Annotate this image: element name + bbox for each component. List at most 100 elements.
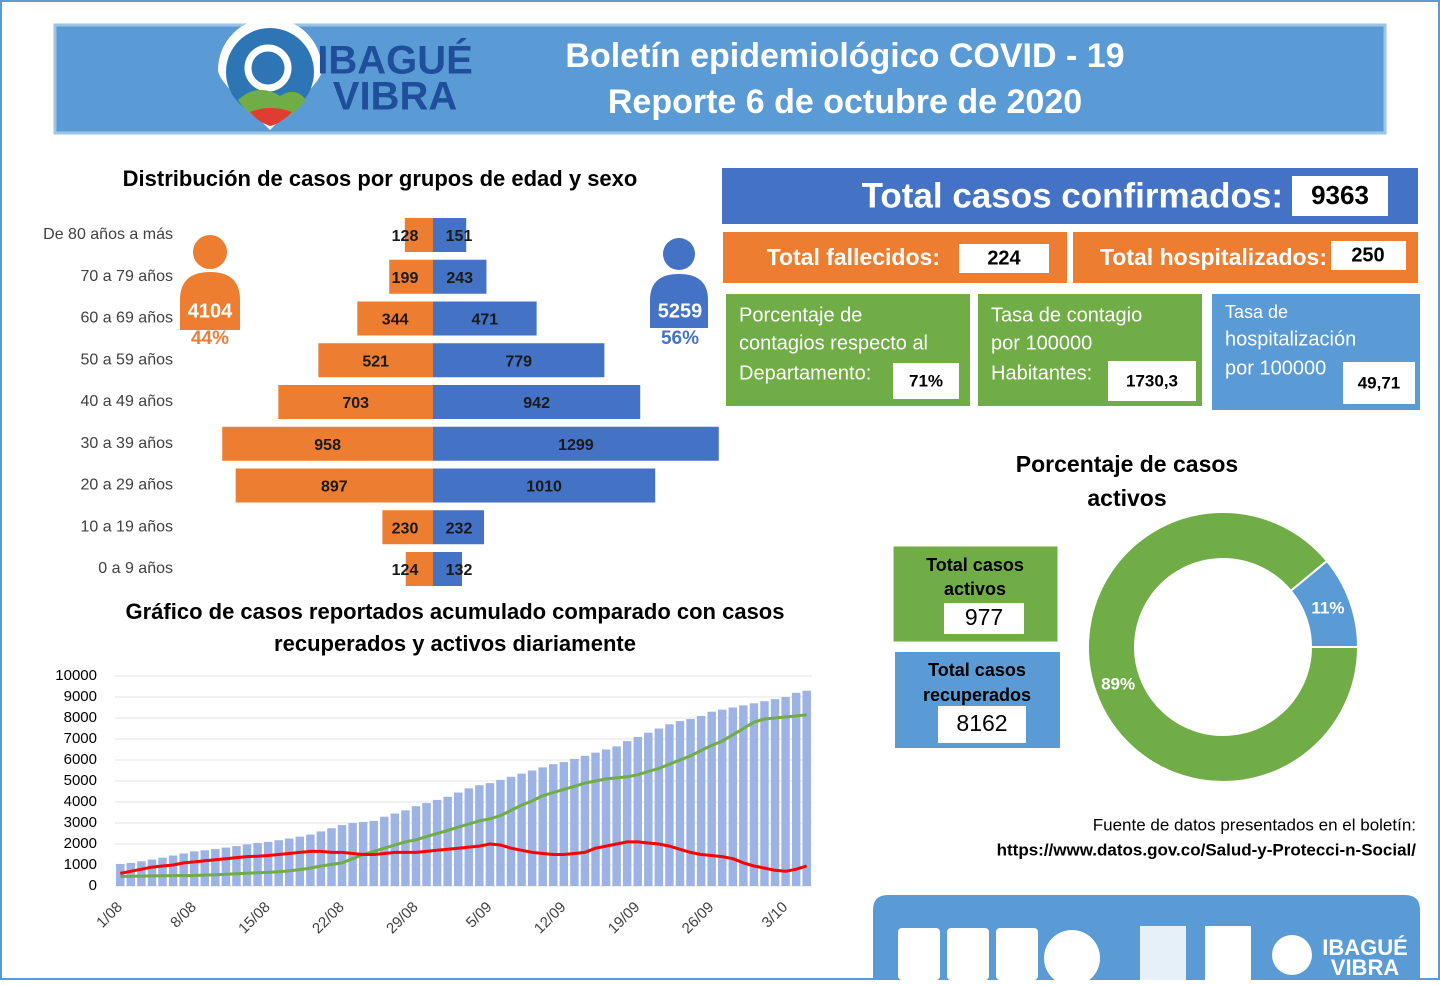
bar <box>147 859 157 886</box>
bar <box>158 857 167 886</box>
value-box <box>1108 361 1196 401</box>
bar-label: 199 <box>392 270 419 287</box>
chart-title: Distribución de casos por grupos de edad… <box>123 166 638 191</box>
value-box <box>959 244 1049 273</box>
bar <box>126 862 136 886</box>
y-tick-label: 8000 <box>64 709 97 726</box>
bar <box>318 343 433 378</box>
bar <box>433 301 537 336</box>
chart-title: activos <box>1087 485 1166 511</box>
chart-title: Porcentaje de casos <box>1016 451 1238 477</box>
header-title: Boletín epidemiológico COVID - 19 <box>565 37 1124 75</box>
data-label: 11% <box>1311 599 1344 618</box>
bar <box>179 853 188 886</box>
data-label: 89% <box>1101 674 1135 693</box>
stat-value: 8162 <box>956 710 1007 736</box>
bar <box>549 764 558 886</box>
bar <box>433 218 467 252</box>
source-url[interactable]: https://www.datos.gov.co/Salud-y-Protecc… <box>997 840 1417 859</box>
bar <box>622 741 632 886</box>
bar <box>168 855 178 886</box>
bar <box>337 825 347 886</box>
bar <box>496 779 505 886</box>
bar <box>327 828 336 886</box>
bar <box>791 692 801 886</box>
bar <box>404 218 433 252</box>
chart-title: recuperados y activos diariamente <box>274 631 636 656</box>
header-subtitle: Reporte 6 de octubre de 2020 <box>608 83 1082 121</box>
stat-value: 9363 <box>1311 180 1369 210</box>
logo-swirl <box>244 44 292 92</box>
bar-label: 1299 <box>558 437 594 454</box>
bar <box>295 836 305 886</box>
bar <box>675 721 685 886</box>
footer-logo <box>1205 926 1251 980</box>
y-tick-label: 50 a 59 años <box>80 351 173 368</box>
bar-label: 471 <box>471 312 498 329</box>
bar <box>538 767 547 886</box>
bar <box>770 699 780 886</box>
bar <box>433 343 605 378</box>
bar <box>380 816 389 886</box>
bar <box>707 711 716 886</box>
bar <box>517 773 526 886</box>
stat-value: 250 <box>1351 244 1384 266</box>
bar <box>506 776 516 886</box>
value-box <box>893 363 959 399</box>
bar <box>278 385 433 419</box>
y-tick-label: 7000 <box>64 730 97 747</box>
y-tick-label: 0 a 9 años <box>98 560 173 577</box>
bar <box>591 752 600 886</box>
footer-logo <box>996 928 1038 980</box>
bar <box>475 785 484 886</box>
bar <box>232 846 241 886</box>
bar <box>411 806 421 886</box>
bar <box>235 468 433 503</box>
bar-label: 779 <box>505 353 532 370</box>
bar-label: 128 <box>392 228 419 245</box>
footer: IBAGUÉ VIBRA <box>873 895 1420 985</box>
active-box <box>892 545 1059 643</box>
bar <box>433 510 485 545</box>
stat-value: 224 <box>987 247 1021 269</box>
bar <box>433 468 656 503</box>
bar <box>222 426 433 461</box>
footer-logo <box>1272 935 1312 975</box>
bar <box>263 841 273 886</box>
stat-label: Habitantes: <box>991 362 1092 384</box>
bar <box>401 810 410 886</box>
stat-label: hospitalización <box>1225 328 1356 350</box>
bar <box>443 796 452 886</box>
donut-segment <box>1087 511 1360 783</box>
bar <box>612 746 621 886</box>
line <box>120 713 807 878</box>
bar <box>633 736 642 886</box>
value-box <box>1343 362 1415 404</box>
footer-logo <box>947 928 989 980</box>
y-tick-label: 1000 <box>64 856 97 873</box>
bar <box>728 707 738 886</box>
stat-label: Tasa de <box>1225 302 1288 322</box>
stat-label: Total casos confirmados: <box>862 176 1283 215</box>
bar <box>749 703 759 886</box>
stat-value: 1730,3 <box>1126 371 1178 390</box>
footer-logo <box>898 928 940 980</box>
y-tick-label: 40 a 49 años <box>80 393 173 410</box>
y-tick-label: 9000 <box>64 688 97 705</box>
bar <box>527 770 537 886</box>
stat-label: contagios respecto al <box>739 332 928 354</box>
value-box <box>944 603 1024 634</box>
stat-value: 49,71 <box>1358 373 1401 392</box>
logo-text: IBAGUÉ <box>317 38 473 83</box>
bar <box>274 840 283 886</box>
bar <box>405 552 433 586</box>
bar <box>453 792 463 886</box>
bar <box>382 510 433 545</box>
stat-label: Total fallecidos: <box>767 244 940 270</box>
stat-label: Porcentaje de <box>739 304 862 326</box>
bar-label: 132 <box>446 562 473 579</box>
bar <box>189 851 199 886</box>
donut-segment <box>1289 559 1360 648</box>
bar <box>221 847 231 886</box>
